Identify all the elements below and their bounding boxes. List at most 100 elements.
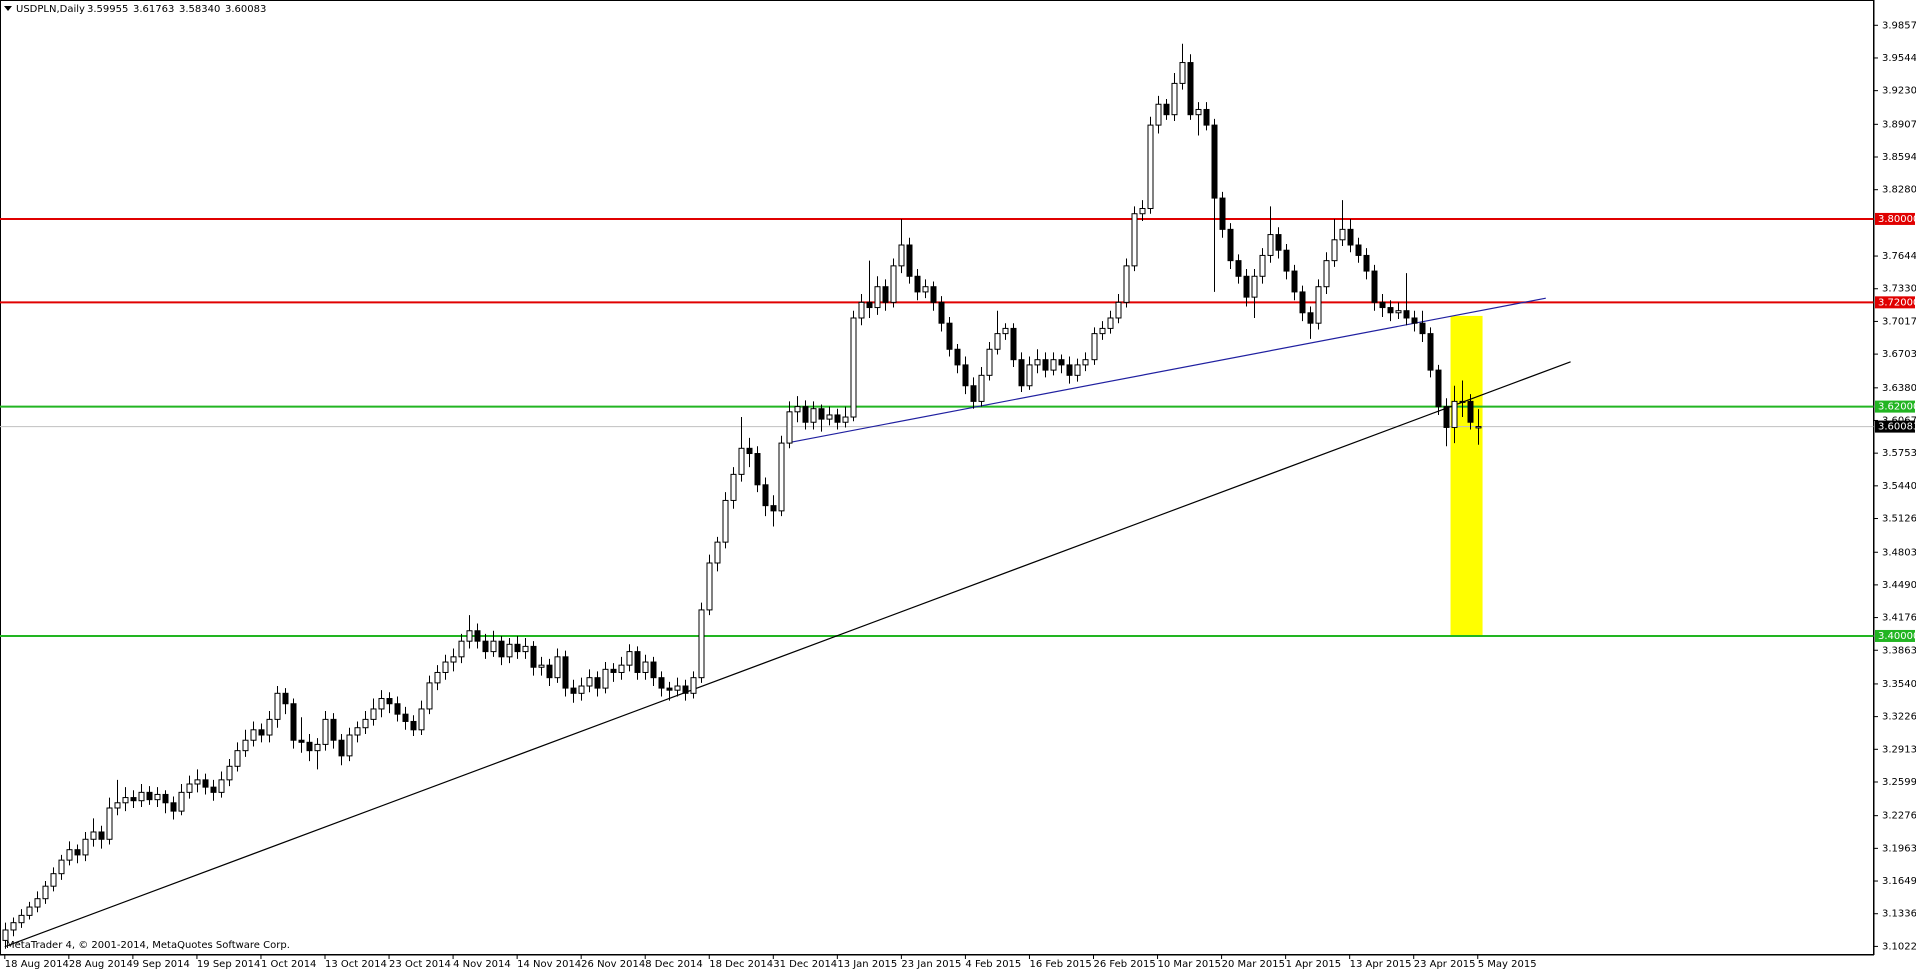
candle-body bbox=[850, 317, 857, 418]
candle-body bbox=[866, 301, 873, 309]
candle-body bbox=[778, 442, 785, 512]
y-tick-label: 3.38630 bbox=[1882, 645, 1916, 656]
candle-body bbox=[1066, 364, 1073, 376]
y-tick-label: 3.35400 bbox=[1882, 679, 1916, 690]
candle-body bbox=[1082, 359, 1089, 366]
candle-body bbox=[234, 750, 241, 767]
x-tick-label: 13 Apr 2015 bbox=[1350, 959, 1412, 970]
candle-body bbox=[578, 685, 585, 694]
candle-body bbox=[146, 791, 153, 801]
candle-body bbox=[1034, 359, 1041, 366]
candle-body bbox=[530, 645, 537, 668]
candle-body bbox=[826, 414, 833, 420]
candle-body bbox=[1042, 359, 1049, 371]
candle-body bbox=[482, 640, 489, 653]
candle-body bbox=[1026, 364, 1033, 387]
candle-body bbox=[658, 677, 665, 689]
candle-body bbox=[98, 831, 105, 840]
y-tick-label: 3.29130 bbox=[1882, 744, 1916, 755]
candle-body bbox=[898, 244, 905, 267]
candle-body bbox=[1459, 400, 1466, 403]
y-tick-label: 3.95440 bbox=[1882, 53, 1916, 64]
x-tick-label: 18 Dec 2014 bbox=[709, 959, 773, 970]
candle-body bbox=[1387, 307, 1394, 314]
y-tick-label: 3.16495 bbox=[1882, 876, 1916, 887]
candle-body bbox=[122, 797, 129, 804]
y-tick-label: 3.22765 bbox=[1882, 811, 1916, 822]
candle-body bbox=[834, 414, 841, 423]
candle-body bbox=[162, 793, 169, 804]
copyright: MetaTrader 4, © 2001-2014, MetaQuotes So… bbox=[6, 940, 290, 951]
level-label: 3.40000 bbox=[1878, 631, 1916, 642]
level-label: 3.62000 bbox=[1878, 402, 1916, 413]
candle-body bbox=[786, 411, 793, 444]
candle-body bbox=[330, 718, 337, 741]
candle-body bbox=[258, 729, 265, 736]
candle-body bbox=[546, 664, 553, 679]
candle-body bbox=[1251, 275, 1258, 298]
candle-body bbox=[1379, 301, 1386, 309]
y-tick-label: 3.54400 bbox=[1882, 481, 1916, 492]
candle-body bbox=[218, 779, 225, 793]
x-tick-label: 4 Feb 2015 bbox=[965, 959, 1021, 970]
candle-body bbox=[402, 713, 409, 722]
candle-body bbox=[514, 643, 521, 653]
candle-body bbox=[1195, 108, 1202, 116]
header-open: 3.59955 bbox=[87, 4, 128, 15]
axis-panel bbox=[1875, 0, 1916, 972]
y-tick-label: 3.10225 bbox=[1882, 941, 1916, 952]
candle-body bbox=[362, 718, 369, 729]
trend-line bbox=[791, 297, 1546, 443]
candle-body bbox=[298, 739, 305, 743]
candle-body bbox=[1002, 327, 1009, 335]
candle-body bbox=[562, 656, 569, 689]
candle-body bbox=[506, 643, 513, 658]
candle-body bbox=[314, 743, 321, 752]
candle-body bbox=[730, 473, 737, 501]
candle-body bbox=[986, 348, 993, 376]
candle-body bbox=[1147, 124, 1154, 210]
candle-body bbox=[74, 849, 81, 856]
candle-body bbox=[722, 499, 729, 543]
candle-body bbox=[970, 385, 977, 402]
candle-body bbox=[386, 698, 393, 705]
candle-body bbox=[962, 364, 969, 387]
candle-body bbox=[90, 831, 97, 840]
x-tick-label: 14 Nov 2014 bbox=[517, 959, 581, 970]
y-tick-label: 3.57535 bbox=[1882, 448, 1916, 459]
candle-body bbox=[1018, 359, 1025, 387]
price-label: 3.60083 bbox=[1878, 422, 1916, 433]
level-label-box bbox=[1875, 400, 1915, 413]
candle-body bbox=[810, 408, 817, 423]
candle-body bbox=[1219, 197, 1226, 230]
candle-body bbox=[1010, 327, 1017, 361]
candle-body bbox=[690, 677, 697, 694]
candle-body bbox=[642, 661, 649, 673]
candle-body bbox=[1179, 62, 1186, 84]
level-label: 3.80000 bbox=[1878, 214, 1916, 225]
candle-body bbox=[34, 898, 41, 908]
candle-body bbox=[1363, 254, 1370, 272]
candle-body bbox=[154, 793, 161, 801]
candle-body bbox=[242, 739, 249, 752]
x-tick-label: 5 May 2015 bbox=[1478, 959, 1537, 970]
x-tick-label: 16 Feb 2015 bbox=[1029, 959, 1091, 970]
x-tick-label: 13 Oct 2014 bbox=[325, 959, 387, 970]
candle-body bbox=[890, 265, 897, 303]
candle-body bbox=[418, 708, 425, 731]
level-label: 3.72000 bbox=[1878, 297, 1916, 308]
candle-body bbox=[66, 849, 73, 861]
candle-body bbox=[1299, 291, 1306, 314]
candle-body bbox=[602, 668, 609, 689]
candle-body bbox=[1235, 260, 1242, 277]
candle-body bbox=[58, 859, 65, 875]
candle-body bbox=[426, 682, 433, 710]
candle-body bbox=[1323, 260, 1330, 288]
candle-body bbox=[842, 416, 849, 423]
x-tick-label: 18 Aug 2014 bbox=[5, 959, 69, 970]
y-tick-label: 3.92305 bbox=[1882, 86, 1916, 97]
x-tick-label: 28 Aug 2014 bbox=[69, 959, 133, 970]
candle-body bbox=[1227, 228, 1234, 262]
candle-body bbox=[618, 664, 625, 673]
candle-body bbox=[1115, 301, 1122, 319]
